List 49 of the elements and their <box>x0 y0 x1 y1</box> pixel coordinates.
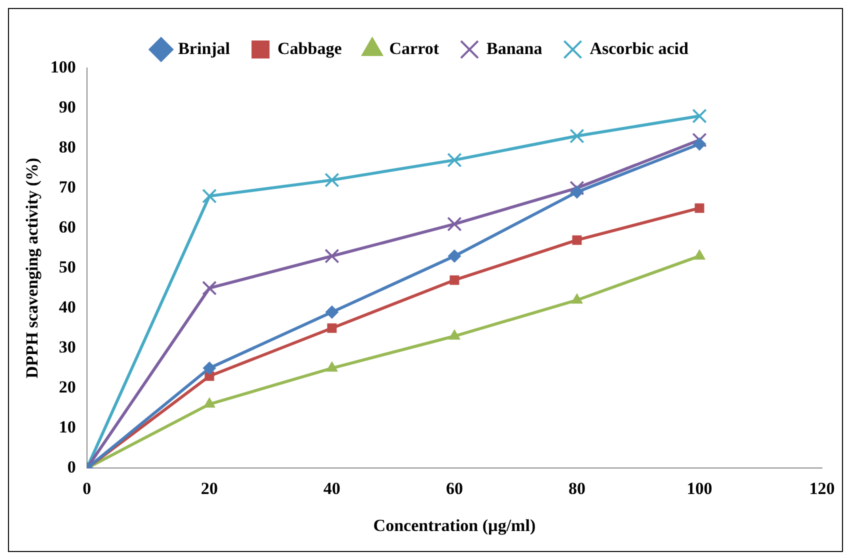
point <box>694 250 706 260</box>
y-tick-label: 90 <box>58 97 76 116</box>
point <box>570 128 584 144</box>
x-tick-label: 0 <box>82 478 92 498</box>
point <box>325 306 338 319</box>
point <box>447 216 462 232</box>
point <box>202 362 216 375</box>
point <box>324 248 340 264</box>
point <box>202 280 217 296</box>
y-tick-label: 80 <box>58 137 76 156</box>
y-tick-label: 70 <box>58 177 76 196</box>
x-tick-label: 40 <box>323 478 340 498</box>
legend-label: Banana <box>486 38 543 58</box>
point <box>448 250 461 263</box>
point <box>571 294 583 304</box>
legend-label: Cabbage <box>278 38 342 58</box>
y-tick-label: 60 <box>58 217 76 236</box>
y-axis-title: DPPH scavenging activity (%) <box>22 158 42 378</box>
point <box>570 180 584 196</box>
point <box>450 275 460 285</box>
legend-label: Brinjal <box>178 38 230 58</box>
point <box>448 330 460 340</box>
x-tick-label: 100 <box>686 478 712 498</box>
legend-label: Ascorbic acid <box>590 38 689 58</box>
point <box>570 186 584 199</box>
y-tick-label: 20 <box>58 378 76 397</box>
point <box>692 138 706 151</box>
point <box>324 172 340 188</box>
x-tick-label: 80 <box>568 478 586 498</box>
point <box>204 398 216 408</box>
point <box>326 362 338 372</box>
y-tick-label: 100 <box>50 57 76 76</box>
point <box>692 132 707 148</box>
point <box>202 188 217 204</box>
x-axis-title: Concentration (µg/ml) <box>373 516 536 536</box>
legend-label: Carrot <box>389 38 440 58</box>
point <box>694 203 704 213</box>
y-tick-label: 40 <box>58 298 76 317</box>
x-tick-label: 120 <box>809 478 835 498</box>
point <box>692 108 707 124</box>
x-tick-label: 60 <box>446 478 463 498</box>
y-tick-label: 0 <box>67 458 76 477</box>
point <box>447 152 462 168</box>
y-tick-label: 10 <box>58 418 76 437</box>
x-tick-label: 20 <box>200 478 218 498</box>
point <box>327 323 337 333</box>
point <box>572 235 582 245</box>
y-tick-label: 50 <box>58 257 76 276</box>
y-tick-label: 30 <box>58 338 76 357</box>
